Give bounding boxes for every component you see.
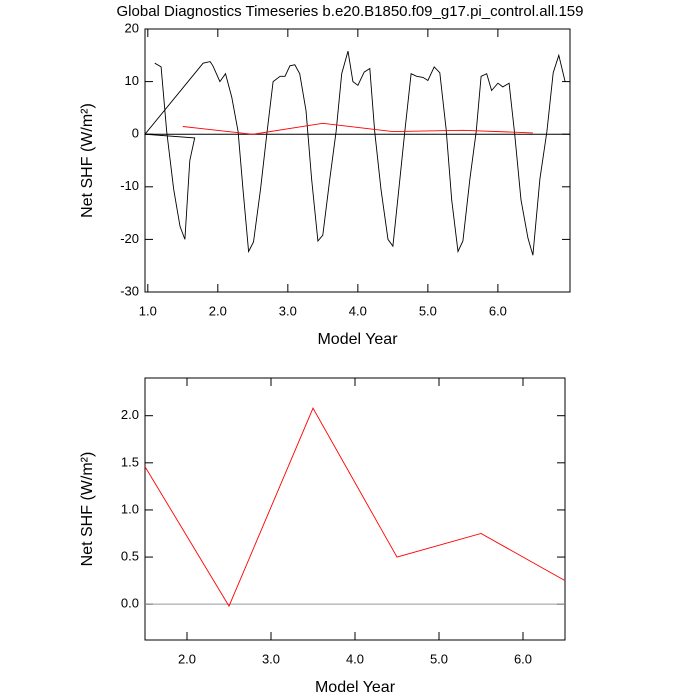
data-line bbox=[144, 50, 566, 256]
x-tick-label: 6.0 bbox=[489, 303, 507, 318]
y-tick-label: 0.5 bbox=[121, 549, 139, 564]
x-axis-label: Model Year bbox=[317, 331, 398, 348]
x-tick-label: 3.0 bbox=[279, 303, 297, 318]
y-tick-label: 20 bbox=[125, 20, 139, 35]
x-tick-label: 5.0 bbox=[430, 651, 448, 666]
y-tick-label: -10 bbox=[120, 178, 139, 193]
chart-title: Global Diagnostics Timeseries b.e20.B185… bbox=[117, 3, 584, 20]
x-tick-label: 3.0 bbox=[262, 651, 280, 666]
plot-frame bbox=[144, 28, 571, 293]
data-line bbox=[182, 122, 533, 135]
y-axis-label: Net SHF (W/m²) bbox=[79, 103, 96, 218]
y-tick-label: 0.0 bbox=[121, 596, 139, 611]
y-tick-label: -20 bbox=[120, 231, 139, 246]
y-axis-label: Net SHF (W/m²) bbox=[79, 452, 96, 567]
x-tick-label: 4.0 bbox=[346, 651, 364, 666]
x-axis-label: Model Year bbox=[315, 679, 396, 696]
y-tick-label: 1.0 bbox=[121, 501, 139, 516]
x-tick-label: 2.0 bbox=[209, 303, 227, 318]
y-tick-label: 1.5 bbox=[121, 454, 139, 469]
x-tick-label: 6.0 bbox=[514, 651, 532, 666]
x-tick-label: 2.0 bbox=[178, 651, 196, 666]
plot-frame bbox=[144, 377, 566, 641]
y-tick-label: 2.0 bbox=[121, 407, 139, 422]
x-tick-label: 5.0 bbox=[419, 303, 437, 318]
data-line bbox=[144, 407, 566, 608]
y-tick-label: -30 bbox=[120, 283, 139, 298]
y-tick-label: 10 bbox=[125, 73, 139, 88]
y-tick-label: 0 bbox=[132, 126, 139, 141]
x-tick-label: 4.0 bbox=[349, 303, 367, 318]
x-tick-label: 1.0 bbox=[139, 303, 157, 318]
